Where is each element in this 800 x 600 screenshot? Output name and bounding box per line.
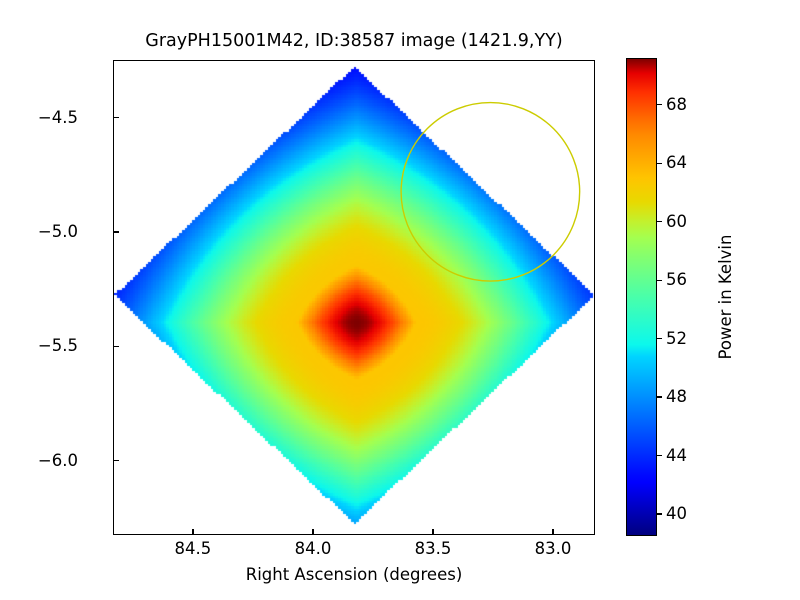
x-tick-mark <box>552 529 554 535</box>
image-plot-axes[interactable] <box>113 60 595 535</box>
colorbar-tick-mark <box>657 279 662 281</box>
colorbar-tick-mark <box>657 396 662 398</box>
colorbar-tick-label: 68 <box>666 94 687 114</box>
colorbar-tick-mark <box>657 104 662 106</box>
colorbar-tick-label: 44 <box>666 445 687 465</box>
y-tick-mark <box>113 460 119 462</box>
colorbar-tick-mark <box>657 221 662 223</box>
colorbar[interactable] <box>626 58 657 536</box>
colorbar-label: Power in Kelvin <box>716 234 735 360</box>
x-tick-label: 84.0 <box>294 539 332 558</box>
x-tick-label: 84.5 <box>174 539 212 558</box>
y-tick-mark <box>113 116 119 119</box>
x-tick-label: 83.0 <box>534 539 572 558</box>
colorbar-tick-label: 64 <box>666 153 687 173</box>
x-tick-mark <box>432 529 434 535</box>
colorbar-tick-label: 60 <box>666 211 687 231</box>
sky-image-heatmap <box>114 61 594 534</box>
y-tick-label: −5.5 <box>37 336 78 356</box>
y-tick-label: −5.0 <box>37 221 78 241</box>
annotation-overlay <box>400 101 581 282</box>
colorbar-tick-label: 40 <box>666 504 687 524</box>
y-tick-mark <box>113 345 119 347</box>
page-title: GrayPH15001M42, ID:38587 image (1421.9,Y… <box>145 31 563 51</box>
colorbar-tick-label: 52 <box>666 328 687 348</box>
x-tick-mark <box>192 529 194 535</box>
colorbar-gradient <box>627 59 656 535</box>
y-tick-label: −4.5 <box>37 107 78 127</box>
colorbar-tick-mark <box>657 338 662 340</box>
x-tick-label: 83.5 <box>414 539 452 558</box>
x-tick-mark <box>312 529 314 535</box>
colorbar-tick-label: 56 <box>666 270 687 290</box>
colorbar-tick-mark <box>657 162 662 164</box>
y-tick-label: −6.0 <box>37 450 78 470</box>
colorbar-tick-mark <box>657 513 662 515</box>
beam-circle <box>400 101 581 282</box>
colorbar-tick-mark <box>657 454 662 457</box>
x-axis-label: Right Ascension (degrees) <box>245 565 463 584</box>
colorbar-tick-label: 48 <box>666 387 687 407</box>
y-tick-mark <box>113 231 119 233</box>
